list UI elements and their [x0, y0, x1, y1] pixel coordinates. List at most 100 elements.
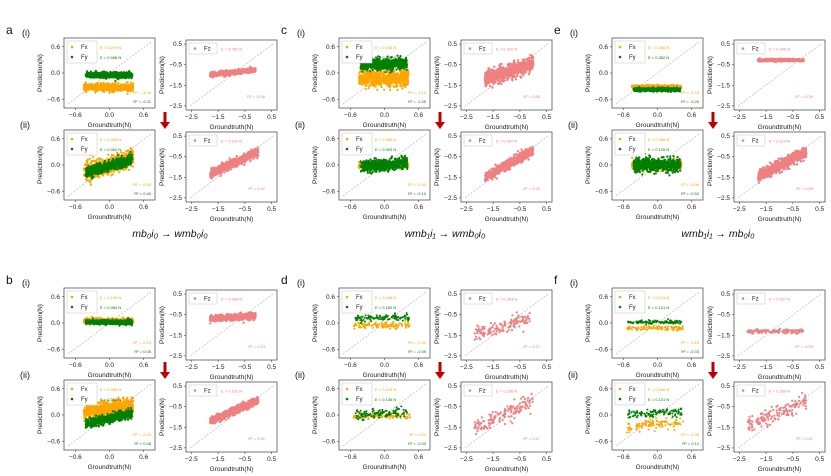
- fy-point: [92, 168, 95, 171]
- fy-point: [108, 162, 111, 166]
- legend-fz-label: Fz: [204, 47, 211, 53]
- fy-point: [91, 177, 94, 180]
- fz-point: [223, 75, 226, 78]
- fz-point: [212, 166, 215, 169]
- fx-point: [379, 76, 382, 79]
- fx-point: [367, 87, 370, 90]
- fz-point: [214, 167, 217, 170]
- fx-point: [389, 82, 392, 85]
- fx-point: [128, 168, 131, 171]
- fx-point: [91, 156, 95, 159]
- fy-point: [85, 171, 88, 174]
- fx-point: [105, 87, 108, 90]
- fx-r2-text: R² = -4.30: [133, 90, 152, 95]
- fx-point: [393, 85, 396, 89]
- legend-fx-marker: [70, 45, 74, 49]
- fz-point: [249, 159, 252, 163]
- fx-point: [388, 73, 391, 76]
- fz-point: [234, 161, 237, 164]
- fx-point: [84, 164, 87, 167]
- fx-point: [82, 167, 86, 170]
- fx-point: [85, 159, 88, 162]
- fy-point: [90, 167, 93, 170]
- fy-point: [113, 165, 116, 168]
- fy-point: [86, 73, 89, 76]
- fy-point: [126, 155, 129, 158]
- z-plot-ytick-label: −2.5: [169, 103, 182, 110]
- fy-error-text: E = 0.062 N: [100, 147, 121, 152]
- fx-point: [369, 84, 372, 87]
- fz-point: [249, 154, 252, 157]
- fz-point: [252, 155, 255, 159]
- fx-point: [388, 86, 391, 89]
- fz-point: [235, 155, 238, 158]
- fy-point: [102, 70, 106, 73]
- fy-point: [125, 165, 128, 169]
- fx-point: [406, 82, 410, 85]
- fz-point: [220, 163, 223, 166]
- fx-point: [126, 92, 129, 95]
- fy-point: [96, 75, 99, 78]
- fx-point: [97, 85, 100, 88]
- fz-point: [243, 161, 247, 164]
- fz-point: [228, 73, 231, 76]
- fz-point: [246, 71, 250, 75]
- fx-point: [124, 154, 127, 157]
- fx-point: [383, 88, 386, 91]
- fy-point: [110, 73, 113, 76]
- legend-fz-marker: [193, 47, 197, 50]
- fx-point: [102, 87, 105, 90]
- fx-point: [85, 179, 88, 182]
- fz-point: [212, 171, 215, 174]
- fx-point: [393, 79, 396, 82]
- fy-point: [114, 163, 117, 166]
- fy-point: [94, 166, 97, 169]
- fx-point: [93, 85, 96, 88]
- fy-point: [89, 72, 92, 75]
- fx-point: [111, 88, 114, 91]
- fz-point: [211, 76, 214, 79]
- fx-point: [96, 81, 99, 84]
- fy-point: [128, 157, 131, 161]
- fx-r2-text: R² = -0.04: [133, 182, 152, 187]
- fx-point: [402, 70, 405, 73]
- fx-point: [398, 75, 401, 78]
- fx-point: [126, 87, 129, 91]
- fx-point: [365, 84, 368, 87]
- fz-point: [212, 71, 216, 75]
- xy-plot-xtick-label: 0.6: [139, 204, 148, 211]
- fz-point: [217, 74, 220, 77]
- z-plot-xtick-label: 0.5: [267, 114, 276, 121]
- fy-r2-text: R² = 0.49: [134, 191, 151, 196]
- fz-point: [230, 73, 233, 76]
- fx-point: [100, 88, 103, 91]
- fz-point: [224, 164, 227, 167]
- fy-point: [119, 166, 122, 169]
- xy-plot-ytick-label: 0.0: [51, 70, 60, 77]
- transfer-arrow-head-icon: [160, 122, 170, 129]
- fy-point: [114, 75, 117, 78]
- fy-point: [120, 154, 123, 157]
- fx-point: [108, 88, 111, 91]
- fx-point: [111, 173, 114, 176]
- fy-point: [107, 170, 110, 173]
- panel-a: a (i)−0.6 0.0 0.60.60.0−0.6Groundtruth(N)Pr…: [6, 23, 278, 240]
- xy-plot-xtick-label: 0.0: [105, 112, 114, 119]
- z-plot-xtick-label: −2.5: [185, 206, 198, 213]
- fz-point: [243, 163, 246, 167]
- xy-plot-ytick-label: −0.6: [47, 188, 60, 195]
- xy-plot-xlabel: Groundtruth(N): [88, 122, 132, 129]
- fy-point: [113, 71, 116, 74]
- fx-point: [379, 83, 383, 86]
- fz-point: [237, 158, 240, 161]
- fz-point: [256, 146, 260, 149]
- fz-point: [220, 69, 224, 72]
- fx-point: [111, 82, 114, 85]
- transfer-arrow-shaft: [163, 112, 167, 123]
- fy-point: [94, 69, 97, 72]
- fz-point: [223, 171, 226, 174]
- fy-point: [89, 74, 92, 77]
- fx-point: [131, 165, 134, 168]
- fy-point: [94, 72, 97, 75]
- fx-point: [366, 72, 369, 75]
